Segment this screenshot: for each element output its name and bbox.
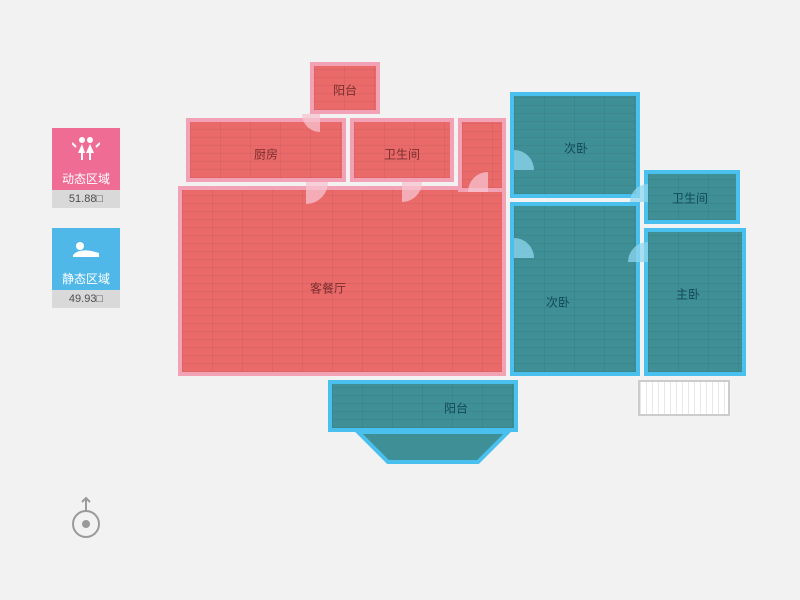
room-label-bathroom-1: 卫生间 [384, 146, 420, 163]
room-label-balcony-top: 阳台 [333, 82, 357, 99]
room-label-balcony-bottom: 阳台 [444, 400, 468, 417]
room-label-bedroom-2a: 次卧 [564, 140, 588, 157]
legend-dynamic-value: 51.88□ [52, 190, 120, 208]
legend-dynamic: 动态区域 51.88□ [52, 128, 120, 208]
room-label-bathroom-2: 卫生间 [672, 190, 708, 207]
room-label-bedroom-2b: 次卧 [546, 294, 570, 311]
legend-static-value: 49.93□ [52, 290, 120, 308]
room-label-bedroom-master: 主卧 [676, 286, 700, 303]
room-label-kitchen: 厨房 [254, 146, 278, 163]
floorplan: 阳台厨房卫生间客餐厅次卧卫生间次卧主卧阳台 [178, 62, 748, 532]
legend-dynamic-label: 动态区域 [52, 168, 120, 190]
legend-static-label: 静态区域 [52, 268, 120, 290]
dynamic-zone-icon [52, 128, 120, 168]
compass-icon [68, 496, 104, 540]
legend-static: 静态区域 49.93□ [52, 228, 120, 308]
static-zone-icon [52, 228, 120, 268]
legend: 动态区域 51.88□ 静态区域 49.93□ [52, 128, 120, 328]
floorplan-overlay [178, 62, 748, 532]
room-label-living: 客餐厅 [310, 280, 346, 297]
